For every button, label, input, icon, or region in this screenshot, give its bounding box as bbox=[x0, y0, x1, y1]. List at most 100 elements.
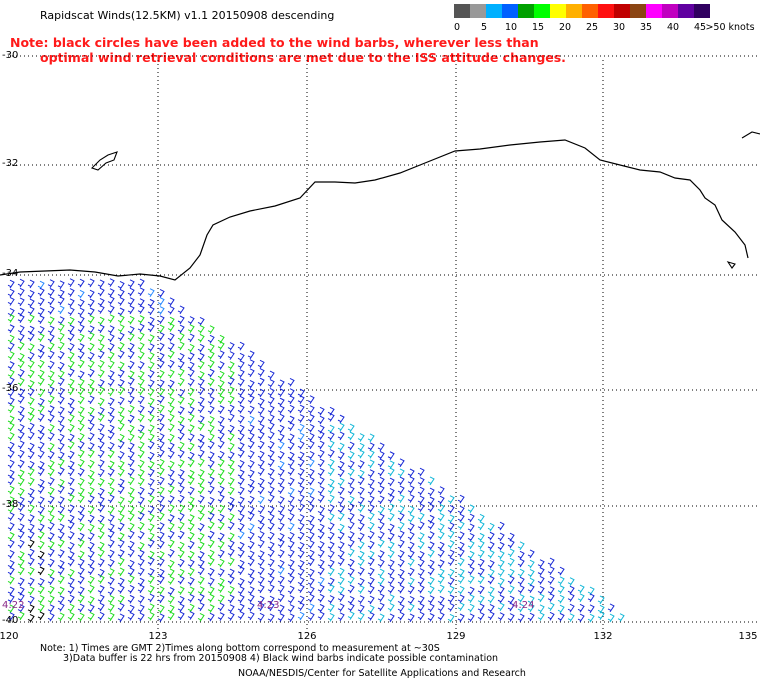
wind-barb bbox=[567, 613, 575, 622]
wind-barb bbox=[47, 558, 55, 568]
wind-barb bbox=[257, 377, 265, 387]
wind-barb bbox=[37, 413, 45, 422]
wind-barb bbox=[37, 450, 45, 459]
wind-barb bbox=[167, 423, 175, 433]
wind-barb bbox=[427, 521, 435, 530]
wind-barb bbox=[267, 422, 275, 431]
wind-barb bbox=[477, 549, 485, 559]
wind-barb bbox=[57, 595, 65, 605]
wind-barb bbox=[387, 594, 395, 603]
wind-barb bbox=[387, 559, 395, 569]
wind-barb bbox=[537, 612, 545, 621]
wind-barb bbox=[117, 422, 125, 431]
wind-barb bbox=[147, 352, 155, 361]
lat-label: -38 bbox=[2, 499, 19, 510]
wind-barb bbox=[7, 342, 15, 352]
wind-barb bbox=[327, 478, 335, 488]
wind-barb bbox=[167, 404, 175, 414]
wind-barb bbox=[77, 539, 85, 548]
wind-barb bbox=[87, 575, 95, 585]
wind-barb bbox=[247, 380, 255, 389]
wind-barb bbox=[67, 406, 75, 415]
wind-barb bbox=[207, 368, 215, 378]
wind-barb bbox=[27, 290, 35, 299]
wind-barb bbox=[507, 568, 515, 578]
wind-barb bbox=[217, 504, 225, 514]
wind-barb bbox=[337, 442, 345, 452]
wind-barb bbox=[327, 413, 335, 422]
wind-barb bbox=[107, 333, 115, 343]
wind-barb bbox=[407, 494, 415, 503]
wind-barb bbox=[237, 459, 245, 469]
wind-barb bbox=[77, 603, 85, 613]
wind-barb bbox=[7, 449, 15, 459]
lat-label: -30 bbox=[2, 50, 19, 61]
wind-barb bbox=[147, 539, 155, 548]
wind-barb bbox=[27, 387, 35, 397]
wind-barb bbox=[67, 594, 75, 604]
wind-barb bbox=[197, 505, 205, 514]
lat-label: -36 bbox=[2, 383, 19, 394]
wind-barb bbox=[617, 613, 625, 622]
wind-barb bbox=[67, 342, 75, 352]
wind-barb bbox=[397, 539, 405, 549]
lat-label: -40 bbox=[2, 615, 19, 626]
wind-barb bbox=[447, 514, 455, 524]
wind-barb bbox=[7, 404, 15, 414]
wind-barb bbox=[227, 557, 235, 566]
wind-barb bbox=[117, 350, 125, 359]
wind-barb bbox=[247, 576, 255, 585]
wind-barb bbox=[137, 332, 145, 341]
wind-barb bbox=[307, 458, 315, 468]
wind-barb bbox=[297, 514, 305, 523]
wind-barb bbox=[17, 539, 25, 549]
wind-barb bbox=[347, 595, 355, 605]
wind-barb bbox=[207, 325, 215, 334]
scale-label: 0 bbox=[453, 22, 461, 33]
wind-barb bbox=[267, 602, 275, 612]
wind-barb bbox=[237, 360, 245, 370]
wind-barb bbox=[157, 324, 165, 334]
wind-barb bbox=[107, 325, 115, 334]
wind-barb bbox=[157, 413, 165, 423]
wind-barb bbox=[7, 422, 15, 432]
wind-barb bbox=[197, 440, 205, 450]
scale-label: 15 bbox=[531, 22, 545, 33]
wind-barb bbox=[147, 487, 155, 497]
wind-barb bbox=[227, 486, 235, 496]
wind-barb bbox=[57, 442, 65, 452]
wind-barb bbox=[487, 522, 495, 532]
island-outline-east bbox=[726, 131, 760, 269]
wind-barb bbox=[517, 613, 525, 623]
wind-barb bbox=[337, 431, 345, 441]
wind-barb bbox=[87, 558, 95, 568]
wind-barb bbox=[17, 424, 25, 433]
wind-barb bbox=[27, 332, 35, 342]
wind-barb bbox=[7, 351, 15, 360]
wind-barb bbox=[277, 477, 285, 487]
wind-barb bbox=[137, 370, 145, 380]
wind-barb bbox=[137, 315, 145, 324]
wind-barb bbox=[7, 566, 15, 576]
wind-barb bbox=[427, 585, 435, 595]
wind-barb bbox=[337, 414, 345, 424]
wind-barb bbox=[427, 487, 435, 497]
wind-barb bbox=[277, 566, 285, 575]
wind-barb bbox=[77, 350, 85, 360]
wind-barb bbox=[27, 325, 35, 335]
wind-barb bbox=[27, 442, 35, 452]
wind-barb bbox=[367, 567, 375, 577]
wind-barb bbox=[517, 593, 525, 603]
wind-barb bbox=[127, 305, 135, 315]
wind-barb bbox=[97, 305, 105, 314]
wind-barb bbox=[287, 613, 295, 623]
wind-barb bbox=[437, 575, 445, 585]
wind-barb bbox=[327, 449, 335, 458]
wind-barb bbox=[37, 287, 45, 297]
wind-barb bbox=[547, 557, 555, 567]
wind-barb bbox=[347, 584, 355, 594]
wind-barb bbox=[377, 476, 385, 486]
wind-barb bbox=[447, 613, 455, 623]
wind-barb bbox=[127, 414, 135, 424]
wind-barb bbox=[267, 558, 275, 568]
